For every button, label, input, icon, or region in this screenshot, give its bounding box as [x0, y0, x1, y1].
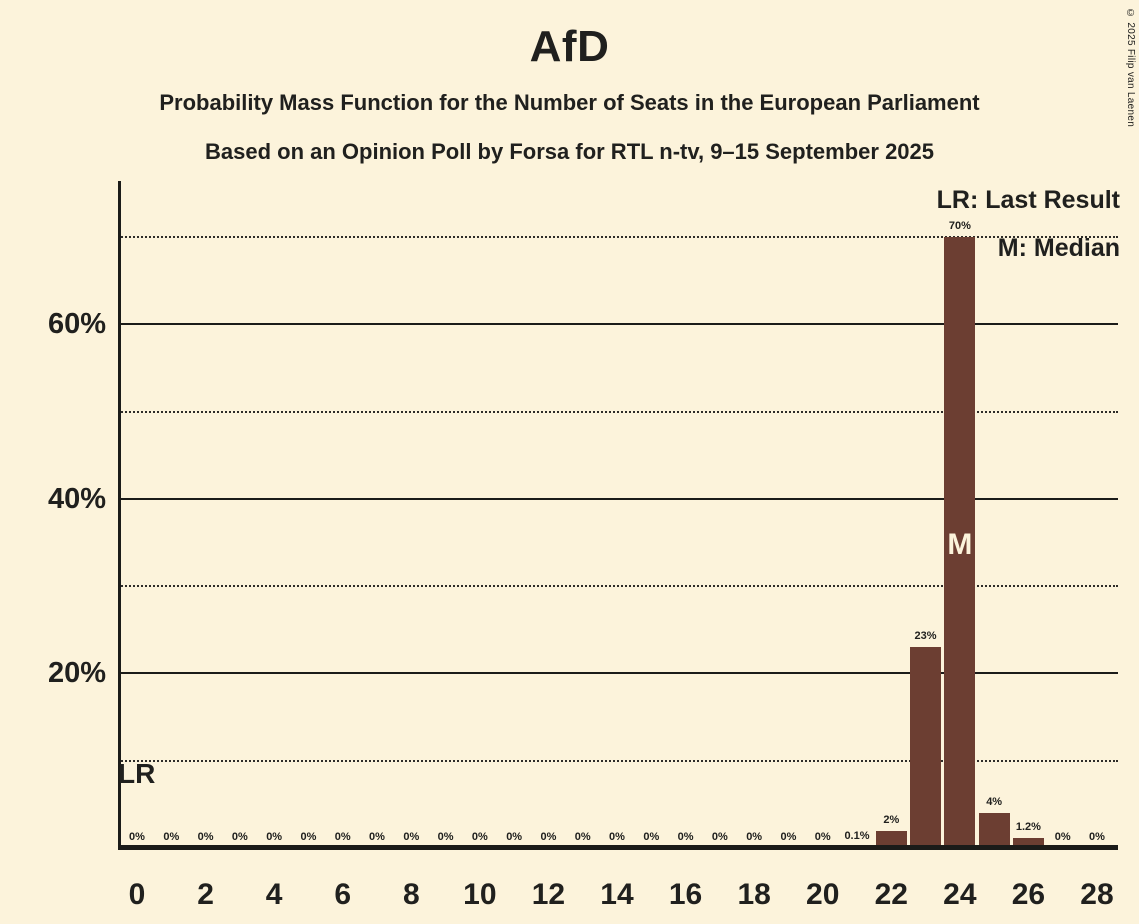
- gridline-solid-40: [118, 497, 1118, 500]
- x-axis-label-28: 28: [1080, 878, 1114, 911]
- x-axis-label-8: 8: [402, 878, 420, 911]
- y-axis-label-60: 60%: [47, 308, 106, 341]
- last-result-label: LR: [118, 758, 156, 789]
- y-axis-label-40: 40%: [47, 482, 106, 515]
- bar-value-label-seat-1: 0%: [163, 831, 180, 843]
- bar-value-label-seat-10: 0%: [471, 831, 488, 843]
- bar-value-label-seat-6: 0%: [334, 831, 351, 843]
- bar-seat-25: [978, 813, 1010, 848]
- bar-seat-23: [910, 647, 942, 848]
- bar-value-label-seat-16: 0%: [677, 831, 694, 843]
- bar-value-label-seat-13: 0%: [574, 831, 591, 843]
- bar-value-label-seat-5: 0%: [300, 831, 317, 843]
- x-axis-label-2: 2: [197, 878, 214, 911]
- x-axis-label-6: 6: [334, 878, 352, 911]
- plot-area: LR 20% 40% 60% 0% 0 0% 0% 2 0% 0% 4 0% 0% 6 0% 0% 8 0% 0% 1…: [48, 181, 1118, 911]
- gridline-dotted-70: [118, 235, 1118, 238]
- bar-seat-24: [944, 236, 976, 848]
- x-axis-label-24: 24: [943, 878, 977, 911]
- legend-median: M: Median: [997, 234, 1120, 262]
- bar-value-label-seat-14: 0%: [609, 831, 625, 843]
- chart-subtitle-2: Based on an Opinion Poll by Forsa for RT…: [204, 139, 935, 164]
- legend-last-result: LR: Last Result: [936, 186, 1120, 214]
- bar-seat-26: [1012, 837, 1044, 848]
- x-axis-label-14: 14: [600, 878, 634, 911]
- bar-value-label-seat-26: 1.2%: [1015, 820, 1041, 833]
- chart-title: AfD: [529, 22, 610, 71]
- bar-value-label-seat-18: 0%: [746, 831, 763, 843]
- bar-value-label-seat-22: 2%: [883, 813, 900, 826]
- bar-value-label-seat-15: 0%: [643, 831, 660, 843]
- gridline-dotted-50: [118, 410, 1118, 413]
- x-axis-label-12: 12: [531, 878, 566, 911]
- bar-value-label-seat-24: 70%: [948, 219, 971, 232]
- bar-value-label-seat-0: 0%: [129, 831, 145, 843]
- x-axis-label-4: 4: [265, 878, 283, 911]
- chart-subtitle-1: Probability Mass Function for the Number…: [159, 90, 980, 115]
- x-axis-label-22: 22: [874, 878, 908, 911]
- bar-value-label-seat-23: 23%: [914, 630, 937, 643]
- gridline-solid-20: [118, 672, 1118, 675]
- bar-value-label-seat-21: 0.1%: [844, 830, 870, 842]
- bar-value-label-seat-25: 4%: [986, 796, 1003, 809]
- bar-value-label-seat-28: 0%: [1089, 831, 1105, 843]
- bar-value-label-seat-12: 0%: [540, 831, 557, 843]
- x-axis-label-26: 26: [1011, 878, 1046, 911]
- x-axis-line: [118, 845, 1118, 850]
- x-axis-label-18: 18: [737, 878, 771, 911]
- bar-value-label-seat-7: 0%: [369, 831, 385, 843]
- bar-value-label-seat-17: 0%: [711, 831, 728, 843]
- bar-value-label-seat-19: 0%: [780, 831, 797, 843]
- bar-seat-22: [875, 830, 907, 848]
- y-axis-line: [118, 181, 121, 848]
- bar-value-label-seat-11: 0%: [506, 831, 523, 843]
- bar-value-label-seat-2: 0%: [197, 831, 214, 843]
- bar-value-label-seat-9: 0%: [437, 831, 454, 843]
- bar-value-label-seat-27: 0%: [1054, 831, 1071, 843]
- y-axis-label-20: 20%: [47, 657, 106, 690]
- gridline-dotted-30: [118, 585, 1118, 588]
- gridline-solid-60: [118, 323, 1118, 326]
- bar-value-label-seat-4: 0%: [266, 831, 283, 843]
- bar-value-label-seat-20: 0%: [814, 831, 831, 843]
- x-axis-label-16: 16: [668, 878, 703, 911]
- copyright-notice: © 2025 Filip van Laenen: [1125, 8, 1136, 128]
- gridline-dotted-10: [118, 759, 1118, 762]
- x-axis-label-10: 10: [463, 878, 497, 911]
- bar-value-label-seat-3: 0%: [231, 831, 248, 843]
- x-axis-label-0: 0: [128, 878, 146, 911]
- x-axis-label-20: 20: [806, 878, 840, 911]
- bar-value-label-seat-8: 0%: [403, 831, 420, 843]
- median-marker: M: [947, 528, 973, 561]
